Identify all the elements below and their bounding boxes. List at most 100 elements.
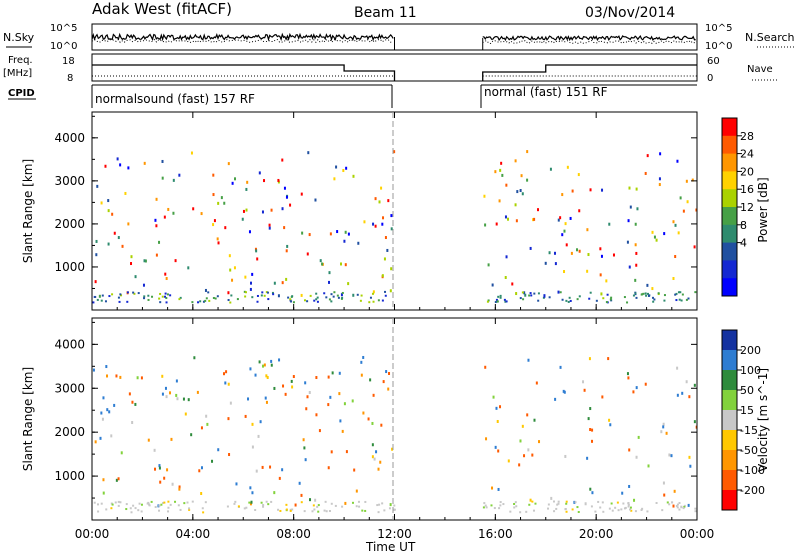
heatmap-cell xyxy=(323,292,326,295)
heatmap-cell xyxy=(364,509,367,512)
heatmap-cell xyxy=(343,402,346,406)
heatmap-cell xyxy=(393,150,396,154)
heatmap-cell xyxy=(245,187,248,191)
heatmap-cell xyxy=(321,262,324,266)
heatmap-cell xyxy=(387,199,390,203)
heatmap-cell xyxy=(605,279,608,283)
heatmap-cell xyxy=(231,278,234,282)
heatmap-cell xyxy=(663,294,666,297)
heatmap-cell xyxy=(528,503,531,506)
heatmap-cell xyxy=(159,292,162,295)
heatmap-cell xyxy=(627,505,630,508)
heatmap-cell xyxy=(685,298,688,301)
heatmap-cell xyxy=(332,295,335,298)
power-ylabel: Slant Range [km] xyxy=(21,159,35,263)
heatmap-cell xyxy=(260,294,263,297)
heatmap-cell xyxy=(227,382,230,386)
y-tick-label: 4000 xyxy=(54,131,85,145)
heatmap-cell xyxy=(102,396,105,400)
heatmap-cell xyxy=(167,510,170,513)
heatmap-cell xyxy=(151,295,154,298)
heatmap-cell xyxy=(113,231,116,235)
x-axis-label: Time UT xyxy=(365,540,416,554)
heatmap-cell xyxy=(641,507,644,510)
heatmap-cell xyxy=(182,397,185,401)
heatmap-cell xyxy=(668,503,671,506)
heatmap-cell xyxy=(241,217,244,221)
heatmap-cell xyxy=(106,374,109,378)
heatmap-cell xyxy=(378,503,381,506)
x-tick-label: 16:00 xyxy=(478,527,513,541)
heatmap-cell xyxy=(254,508,257,511)
heatmap-cell xyxy=(336,230,339,234)
heatmap-cell xyxy=(629,506,632,509)
heatmap-cell xyxy=(130,262,133,266)
heatmap-cell xyxy=(126,300,129,303)
colorbar-tick-label: 20 xyxy=(740,165,754,178)
heatmap-cell xyxy=(601,188,604,192)
heatmap-cell xyxy=(263,179,266,183)
heatmap-cell xyxy=(671,501,674,504)
colorbar-tick-label: 4 xyxy=(740,237,747,250)
heatmap-cell xyxy=(120,451,123,455)
heatmap-cell xyxy=(161,176,164,180)
heatmap-cell xyxy=(207,291,210,294)
heatmap-cell xyxy=(204,501,207,504)
heatmap-cell xyxy=(511,282,514,286)
heatmap-cell xyxy=(360,373,363,377)
heatmap-cell xyxy=(600,254,603,258)
heatmap-cell xyxy=(248,501,251,504)
heatmap-cell xyxy=(133,292,136,295)
heatmap-cell xyxy=(107,242,110,246)
heatmap-cell xyxy=(514,501,517,504)
heatmap-cell xyxy=(563,390,566,394)
heatmap-cell xyxy=(565,243,568,247)
heatmap-cell xyxy=(505,255,508,259)
heatmap-cell xyxy=(119,293,122,296)
heatmap-cell xyxy=(286,244,289,248)
colorbar-swatch xyxy=(722,410,737,431)
heatmap-cell xyxy=(251,272,254,276)
heatmap-cell xyxy=(318,429,321,433)
heatmap-cell xyxy=(294,503,297,507)
heatmap-cell xyxy=(258,360,261,364)
heatmap-cell xyxy=(147,503,150,506)
heatmap-cell xyxy=(547,507,550,510)
heatmap-cell xyxy=(653,298,656,301)
heatmap-cell xyxy=(647,464,650,468)
heatmap-cell xyxy=(591,439,594,443)
heatmap-cell xyxy=(529,246,532,250)
colorbar-tick-label: -50 xyxy=(740,444,758,457)
heatmap-cell xyxy=(635,386,638,390)
heatmap-cell xyxy=(289,203,292,207)
heatmap-cell xyxy=(553,251,556,255)
heatmap-cell xyxy=(516,190,519,194)
y-tick-label: 1000 xyxy=(54,260,85,274)
nsearch-trace xyxy=(91,38,393,44)
heatmap-cell xyxy=(225,370,228,374)
freq-tick-low: 8 xyxy=(67,73,73,84)
heatmap-cell xyxy=(627,503,630,506)
heatmap-cell xyxy=(665,431,668,435)
heatmap-cell xyxy=(317,504,320,507)
heatmap-cell xyxy=(382,216,385,220)
heatmap-cell xyxy=(132,504,135,507)
heatmap-cell xyxy=(265,500,268,503)
heatmap-cell xyxy=(554,262,557,266)
heatmap-cell xyxy=(306,395,309,399)
heatmap-cell xyxy=(611,509,614,512)
heatmap-cell xyxy=(250,281,253,285)
y-tick-label: 2000 xyxy=(54,217,85,231)
heatmap-cell xyxy=(495,222,498,226)
heatmap-cell xyxy=(161,374,164,378)
heatmap-cell xyxy=(341,505,344,508)
heatmap-cell xyxy=(521,424,524,428)
heatmap-cell xyxy=(300,501,303,504)
heatmap-cell xyxy=(651,287,654,291)
heatmap-cell xyxy=(380,186,383,190)
heatmap-cell xyxy=(672,220,675,224)
heatmap-cell xyxy=(257,434,260,438)
heatmap-cell xyxy=(693,245,696,249)
heatmap-cell xyxy=(244,291,247,294)
heatmap-cell xyxy=(251,422,254,426)
